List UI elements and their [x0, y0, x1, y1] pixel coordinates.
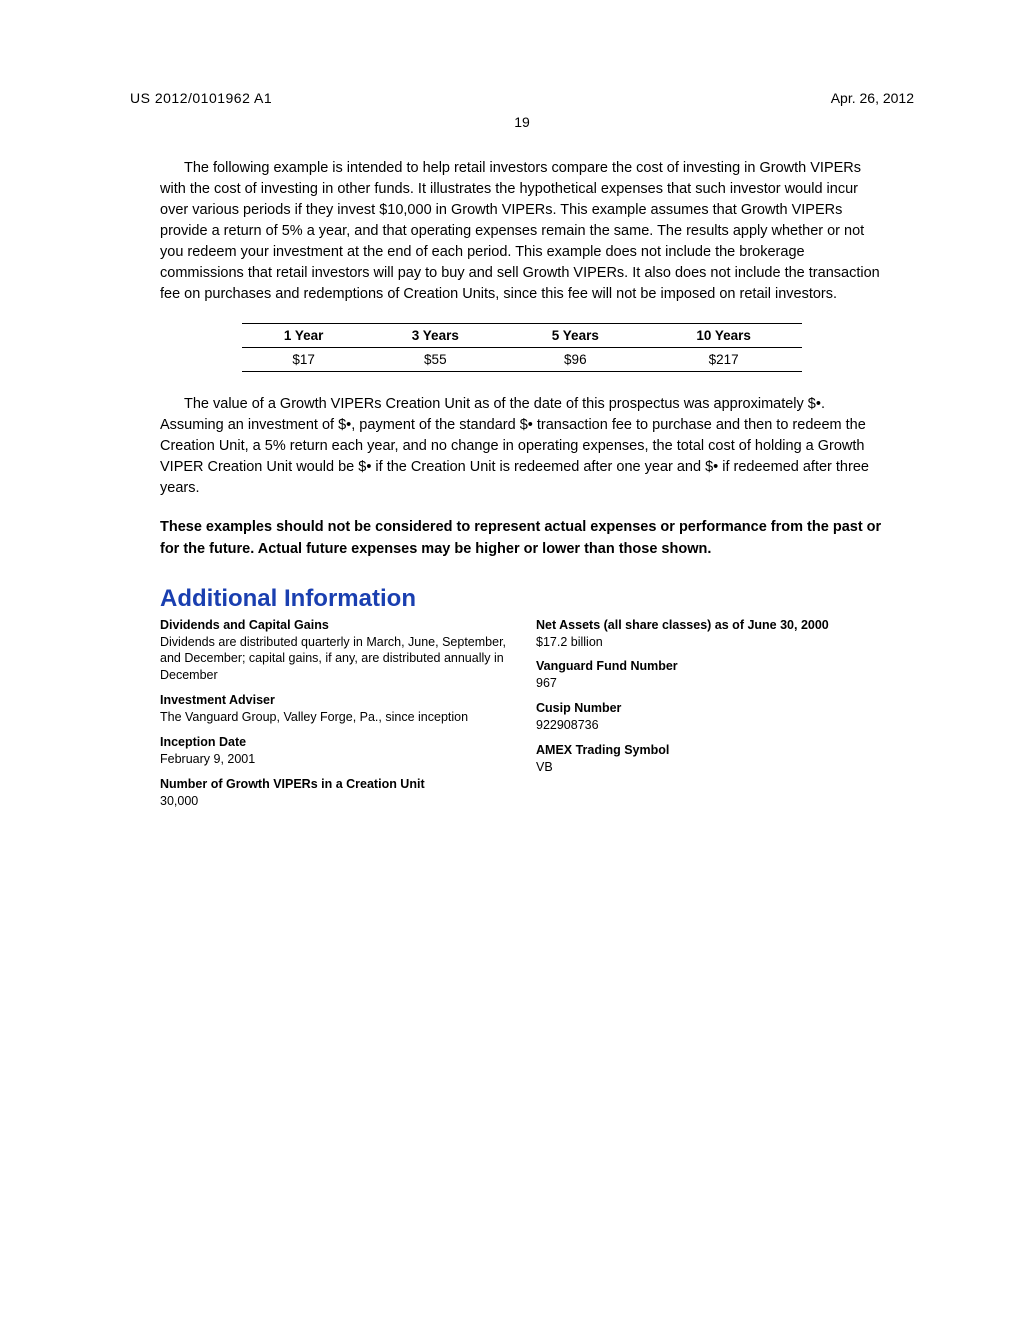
info-label: Number of Growth VIPERs in a Creation Un… [160, 776, 508, 793]
disclaimer-paragraph: These examples should not be considered … [160, 517, 884, 561]
info-block: Net Assets (all share classes) as of Jun… [536, 617, 884, 651]
info-value: 967 [536, 676, 557, 690]
cost-table-data-row: $17 $55 $96 $217 [242, 348, 802, 372]
info-value: The Vanguard Group, Valley Forge, Pa., s… [160, 710, 468, 724]
cost-header: 1 Year [242, 324, 365, 348]
cost-table-header-row: 1 Year 3 Years 5 Years 10 Years [242, 324, 802, 348]
disclaimer-text: These examples should not be considered … [160, 519, 881, 557]
info-column-right: Net Assets (all share classes) as of Jun… [536, 617, 884, 818]
info-label: Net Assets (all share classes) as of Jun… [536, 617, 884, 634]
additional-info-heading: Additional Information [160, 585, 914, 613]
value-text: The value of a Growth VIPERs Creation Un… [160, 396, 869, 496]
info-label: Cusip Number [536, 700, 884, 717]
info-value: February 9, 2001 [160, 752, 255, 766]
info-block: Inception Date February 9, 2001 [160, 734, 508, 768]
info-label: Inception Date [160, 734, 508, 751]
info-value: Dividends are distributed quarterly in M… [160, 635, 506, 683]
intro-paragraph: The following example is intended to hel… [160, 158, 884, 305]
info-block: Investment Adviser The Vanguard Group, V… [160, 692, 508, 726]
cost-cell: $55 [365, 348, 505, 372]
document-date: Apr. 26, 2012 [831, 90, 914, 106]
info-value: 922908736 [536, 718, 599, 732]
info-label: Investment Adviser [160, 692, 508, 709]
cost-header: 5 Years [505, 324, 645, 348]
info-block: Vanguard Fund Number 967 [536, 658, 884, 692]
cost-cell: $96 [505, 348, 645, 372]
info-column-left: Dividends and Capital Gains Dividends ar… [160, 617, 508, 818]
page-container: US 2012/0101962 A1 Apr. 26, 2012 19 The … [0, 0, 1024, 817]
document-id: US 2012/0101962 A1 [130, 90, 272, 106]
cost-header: 3 Years [365, 324, 505, 348]
info-value: VB [536, 760, 553, 774]
cost-table: 1 Year 3 Years 5 Years 10 Years $17 $55 … [242, 323, 802, 372]
page-number: 19 [130, 114, 914, 130]
header-row: US 2012/0101962 A1 Apr. 26, 2012 [130, 90, 914, 106]
info-label: Dividends and Capital Gains [160, 617, 508, 634]
info-block: Number of Growth VIPERs in a Creation Un… [160, 776, 508, 810]
cost-cell: $17 [242, 348, 365, 372]
info-block: Cusip Number 922908736 [536, 700, 884, 734]
cost-cell: $217 [645, 348, 802, 372]
info-block: Dividends and Capital Gains Dividends ar… [160, 617, 508, 685]
info-label: Vanguard Fund Number [536, 658, 884, 675]
info-label: AMEX Trading Symbol [536, 742, 884, 759]
info-value: 30,000 [160, 794, 198, 808]
cost-header: 10 Years [645, 324, 802, 348]
info-block: AMEX Trading Symbol VB [536, 742, 884, 776]
info-value: $17.2 billion [536, 635, 603, 649]
intro-text: The following example is intended to hel… [160, 160, 880, 302]
value-paragraph: The value of a Growth VIPERs Creation Un… [160, 394, 884, 499]
info-columns: Dividends and Capital Gains Dividends ar… [160, 617, 884, 818]
